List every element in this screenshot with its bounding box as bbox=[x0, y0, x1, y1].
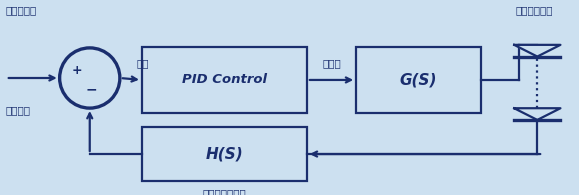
Polygon shape bbox=[514, 108, 560, 120]
FancyBboxPatch shape bbox=[356, 47, 481, 113]
Text: 设置点电流: 设置点电流 bbox=[6, 5, 37, 15]
Text: 占空比: 占空比 bbox=[322, 58, 341, 68]
Text: 错误: 错误 bbox=[136, 58, 149, 68]
Polygon shape bbox=[514, 45, 560, 57]
FancyBboxPatch shape bbox=[142, 47, 307, 113]
FancyBboxPatch shape bbox=[142, 127, 307, 181]
Text: 开关模式电源: 开关模式电源 bbox=[516, 5, 553, 15]
Text: 电流馈电电阔器: 电流馈电电阔器 bbox=[203, 188, 246, 195]
Text: G(S): G(S) bbox=[400, 73, 437, 87]
Text: +: + bbox=[72, 64, 82, 77]
Text: −: − bbox=[86, 82, 97, 97]
Text: 电流馈电: 电流馈电 bbox=[6, 105, 31, 115]
Text: PID Control: PID Control bbox=[182, 74, 267, 86]
Ellipse shape bbox=[60, 48, 120, 108]
Text: H(S): H(S) bbox=[206, 147, 243, 161]
